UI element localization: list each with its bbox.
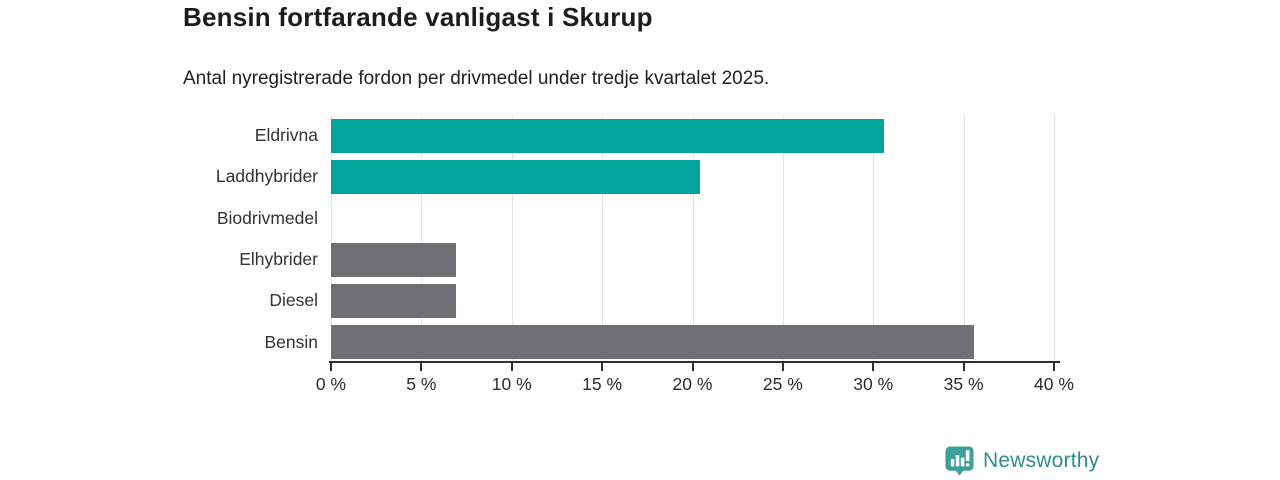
gridline	[782, 115, 784, 363]
bar-row	[331, 322, 1054, 363]
tick-label: 40 %	[1034, 374, 1074, 394]
tick-mark	[601, 363, 604, 371]
x-axis-line	[329, 361, 1060, 363]
bar-row	[331, 239, 1054, 280]
bar-bensin	[331, 325, 975, 360]
category-axis-labels: Eldrivna Laddhybrider Biodrivmedel Elhybrid…	[0, 115, 318, 363]
gridline	[511, 115, 513, 363]
bar-laddhybrider	[331, 159, 700, 194]
bar-elhybrider	[331, 242, 456, 277]
gridline	[602, 115, 604, 363]
tick-label: 25 %	[762, 374, 803, 394]
tick-label: 30 %	[853, 374, 894, 394]
tick-mark	[510, 363, 513, 371]
tick-label: 10 %	[491, 374, 532, 394]
tick-mark	[1053, 363, 1055, 371]
tick-label: 15 %	[582, 374, 623, 394]
bar-row	[331, 115, 1054, 156]
tick-mark	[962, 363, 965, 371]
tick-label: 0 %	[315, 374, 347, 394]
gridline	[963, 115, 965, 363]
tick-mark	[781, 363, 784, 371]
bar-eldrivna	[331, 118, 885, 153]
category-label: Laddhybrider	[215, 166, 318, 187]
x-axis-tick-marks	[330, 363, 1055, 371]
tick-label: 20 %	[672, 374, 713, 394]
bar-row	[331, 280, 1054, 321]
gridline	[421, 115, 423, 363]
newsworthy-logo: Newsworthy	[944, 445, 1099, 477]
category-label: Bensin	[264, 331, 318, 352]
bar-diesel	[331, 283, 456, 318]
plot-area	[331, 115, 1055, 363]
category-label: Eldrivna	[254, 125, 318, 146]
chart-title: Bensin fortfarande vanligast i Skurup	[183, 2, 653, 32]
chart-subtitle: Antal nyregistrerade fordon per drivmede…	[183, 68, 770, 89]
tick-label: 35 %	[943, 374, 984, 394]
gridline	[692, 115, 694, 363]
gridline	[873, 115, 875, 363]
tick-label: 5 %	[406, 374, 437, 394]
newsworthy-wordmark: Newsworthy	[983, 449, 1100, 472]
tick-mark	[420, 363, 423, 371]
tick-mark	[872, 363, 875, 371]
category-label: Biodrivmedel	[216, 207, 318, 228]
gridline	[331, 115, 332, 363]
category-label: Diesel	[269, 290, 318, 311]
bar-row	[331, 198, 1054, 239]
tick-mark	[330, 363, 332, 371]
category-label: Elhybrider	[239, 249, 318, 270]
tick-mark	[691, 363, 694, 371]
gridline	[1054, 115, 1055, 363]
newsworthy-bubble-barchart-icon	[945, 446, 974, 476]
x-axis-tick-labels: 0 % 5 % 10 % 15 % 20 % 25 % 30 % 35 % 40 %	[316, 374, 1074, 396]
bar-row	[331, 156, 1054, 197]
